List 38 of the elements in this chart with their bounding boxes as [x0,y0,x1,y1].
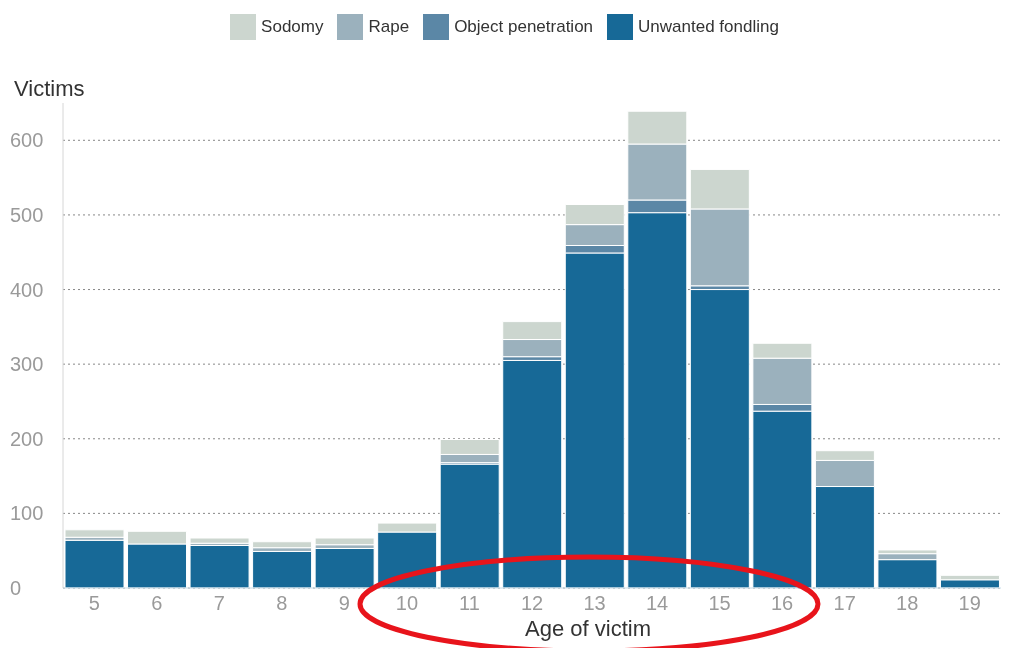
y-tick-label: 200 [10,427,44,450]
x-axis-title: Age of victim [524,616,652,642]
bar [252,541,313,549]
x-tick-label: 5 [88,592,100,615]
y-tick-label: 600 [10,129,44,152]
x-tick-label: 18 [896,592,919,615]
y-tick-label: 400 [10,278,44,301]
x-tick-label: 10 [395,592,419,615]
bar [502,359,563,588]
x-tick-label: 7 [213,592,225,615]
legend-label: Object penetration [453,16,594,38]
y-axis-title: Victims [14,76,85,102]
x-tick-label: 16 [771,592,794,615]
bar [189,544,250,588]
bar [439,463,500,588]
bar [314,537,375,546]
legend-label: Sodomy [260,16,324,38]
bar [314,547,375,588]
bar [189,537,250,544]
x-tick-label: 9 [338,592,350,615]
bar [252,550,313,588]
x-tick-label: 6 [151,592,163,615]
x-tick-label: 19 [958,592,981,615]
x-tick-label: 13 [583,592,606,615]
bar [64,539,125,588]
x-tick-label: 11 [459,592,480,615]
y-tick-label: 500 [10,204,44,227]
x-tick-label: 14 [645,592,669,615]
y-tick-label: 300 [10,353,44,376]
x-tick-label: 8 [276,592,288,615]
y-tick-label: 0 [10,577,22,600]
x-tick-label: 17 [833,592,856,615]
x-tick-label: 12 [520,592,544,615]
x-tick-label: 15 [708,592,731,615]
bar [689,289,750,588]
legend-label: Unwanted fondling [637,16,779,38]
y-tick-label: 100 [10,502,44,525]
legend-label: Rape [367,16,410,38]
